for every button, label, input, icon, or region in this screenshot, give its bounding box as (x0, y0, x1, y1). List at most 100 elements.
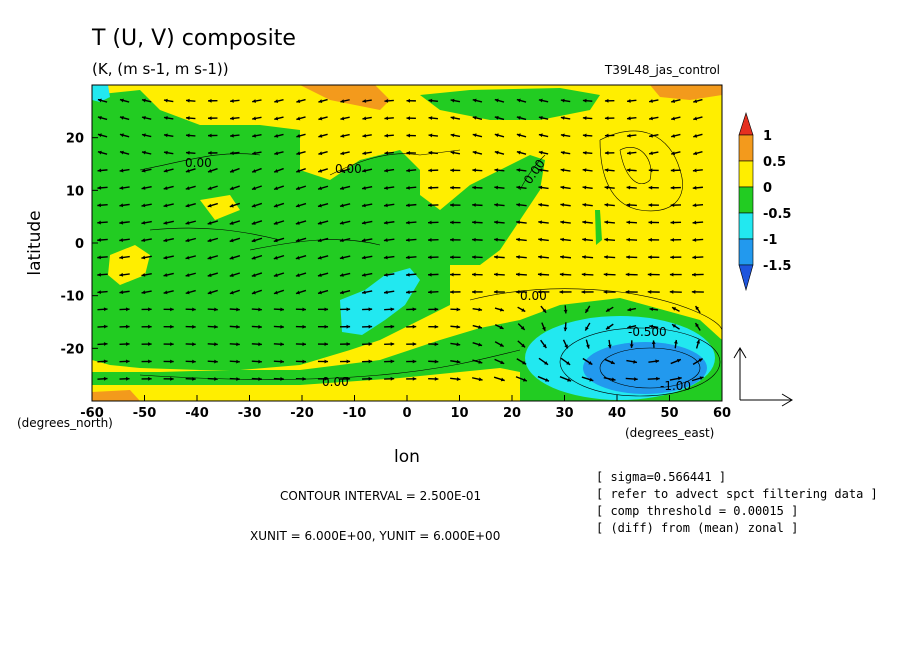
wind-vector (604, 237, 616, 242)
wind-vector (494, 98, 505, 103)
wind-vector (582, 202, 593, 207)
wind-vector (141, 98, 152, 103)
wind-vector (405, 220, 417, 225)
wind-vector (494, 133, 505, 138)
wind-vector (229, 237, 241, 243)
wind-vector (163, 220, 174, 225)
colorbar-label-2: 0.5 (763, 155, 786, 170)
wind-vector (559, 290, 572, 294)
wind-vector (582, 255, 594, 259)
wind-vector (494, 255, 505, 259)
wind-vector (625, 272, 638, 277)
green-region-north (420, 88, 600, 120)
wind-vector (273, 202, 285, 208)
wind-vector (384, 98, 394, 103)
wind-vector (119, 133, 130, 138)
wind-vector (538, 116, 549, 120)
wind-vector (273, 289, 285, 295)
wind-vector (450, 290, 461, 294)
wind-vector (626, 133, 637, 138)
y-tick-label: -10 (61, 290, 85, 305)
note-line-1: [ sigma=0.566441 ] (596, 470, 726, 484)
wind-vector (295, 307, 307, 312)
wind-vector (339, 307, 351, 312)
wind-vector (494, 341, 505, 348)
wind-vector (119, 238, 130, 242)
wind-vector (428, 359, 439, 364)
wind-vector (97, 98, 108, 103)
wind-vector (208, 151, 218, 155)
wind-vector (163, 168, 174, 173)
wind-vector (273, 237, 285, 243)
contour-label-7: -1.00 (660, 379, 691, 393)
wind-vector (97, 376, 108, 381)
wind-vector (251, 185, 262, 191)
contour-label-1: 0.00 (185, 156, 212, 170)
wind-vector (383, 255, 395, 260)
wind-vector (604, 116, 615, 121)
wind-vector (671, 133, 681, 138)
wind-vector (384, 342, 395, 346)
wind-vector (230, 151, 240, 155)
wind-vector (141, 307, 152, 312)
wind-vector (494, 307, 505, 312)
wind-vector (406, 133, 416, 138)
wind-vector (648, 99, 659, 103)
wind-vector (517, 340, 526, 348)
wind-vector (251, 202, 263, 208)
wind-vector (273, 220, 285, 225)
wind-vector (450, 203, 461, 207)
wind-vector (295, 237, 307, 243)
wind-vector (185, 272, 196, 277)
plot-area: 0.00 0.00 0.00 0.00 -0.500 0.00 -1.00 (92, 85, 722, 401)
wind-vector (693, 133, 703, 138)
wind-vector (384, 116, 394, 121)
wind-vector (626, 168, 637, 173)
wind-vector (251, 167, 262, 173)
wind-vector (626, 99, 637, 103)
wind-vector (582, 237, 593, 242)
wind-vector (119, 203, 130, 208)
wind-vector (141, 168, 152, 173)
wind-vector (273, 342, 284, 347)
wind-vector (251, 289, 263, 295)
wind-vector (516, 150, 527, 155)
wind-vector (450, 255, 461, 260)
wind-vector (647, 290, 660, 294)
x-tick-label: -50 (133, 406, 157, 421)
wind-vector (648, 185, 659, 190)
x-tick-label: 20 (503, 406, 521, 421)
wind-vector (229, 377, 240, 381)
x-tick-label: 0 (402, 406, 411, 421)
wind-vector (472, 220, 483, 225)
wind-vector (428, 342, 439, 347)
wind-vector (604, 185, 615, 190)
wind-vector (563, 305, 568, 314)
wind-vector (229, 342, 240, 347)
wind-vector (208, 133, 218, 138)
x-tick-label: 10 (450, 406, 468, 421)
wind-vector (185, 203, 196, 208)
wind-vector (648, 255, 660, 260)
wind-vector (625, 377, 638, 381)
wind-vector (562, 339, 569, 349)
wind-vector (317, 255, 329, 260)
wind-vector (208, 116, 218, 121)
wind-vector (119, 98, 130, 103)
wind-vector (494, 220, 505, 225)
y-tick-label: -20 (61, 342, 85, 357)
wind-vector (582, 185, 593, 190)
wind-vector (362, 99, 372, 103)
wind-vector (670, 237, 682, 242)
wind-vector (538, 357, 549, 366)
wind-vector (537, 272, 550, 277)
wind-vector (604, 168, 615, 173)
wind-vector (626, 185, 637, 190)
wind-vector (317, 272, 329, 277)
wind-vector (450, 272, 461, 277)
wind-vector (208, 98, 218, 103)
wind-vector (207, 168, 218, 173)
wind-vector (361, 238, 373, 243)
wind-vector (450, 98, 461, 103)
wind-vector (515, 272, 527, 277)
